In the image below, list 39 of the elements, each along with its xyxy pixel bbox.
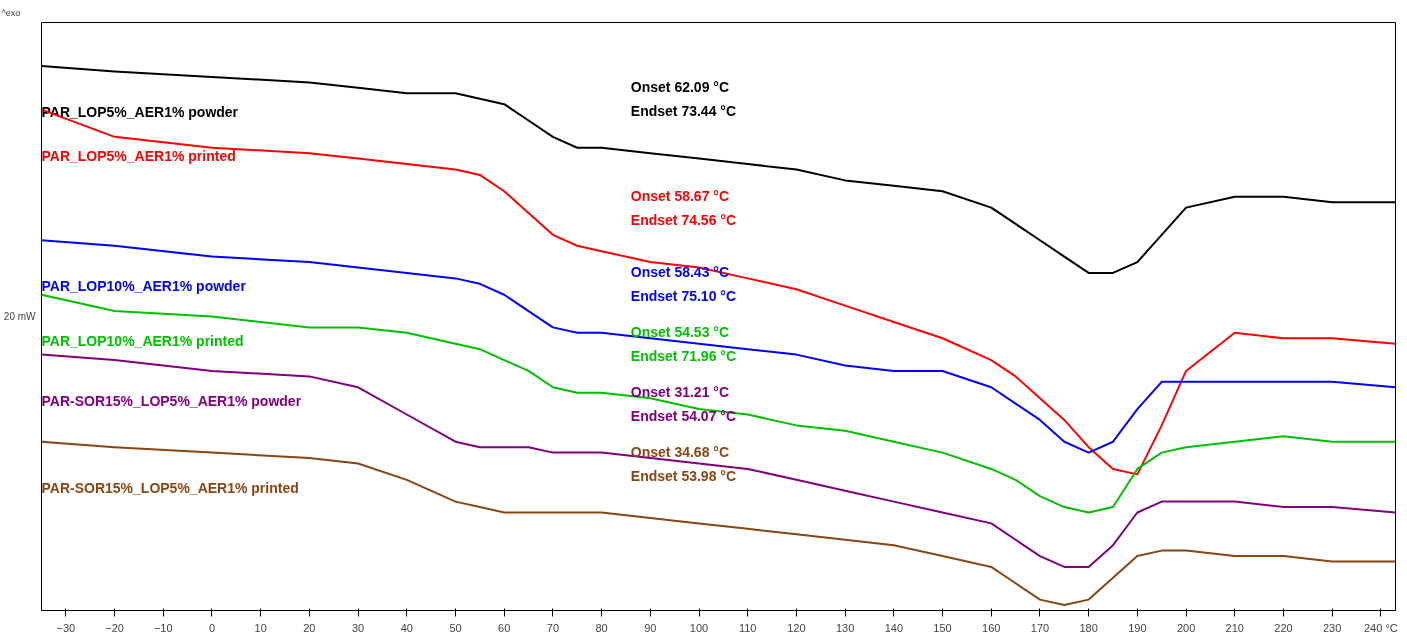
text: ^exo xyxy=(1,7,21,18)
x-tick-label: −30 xyxy=(56,621,76,634)
x-tick-label: 70 xyxy=(546,621,560,634)
x-tick-label: 190 xyxy=(1128,621,1147,634)
series-label: PAR_LOP10%_AER1% printed xyxy=(41,332,244,349)
text: 20 mW xyxy=(3,311,37,322)
x-tick-label: 40 xyxy=(400,621,413,634)
x-tick-label: 180 xyxy=(1079,621,1098,634)
x-tick-label: 50 xyxy=(449,621,462,634)
x-tick-label: 150 xyxy=(933,621,952,634)
series-label: PAR-SOR15%_LOP5%_AER1% powder xyxy=(41,392,302,409)
series-label: PAR_LOP10%_AER1% powder xyxy=(41,278,247,295)
x-tick-label: 10 xyxy=(254,621,267,634)
x-tick-label: −20 xyxy=(105,621,124,634)
x-tick-label: 80 xyxy=(595,621,608,634)
x-tick-label: 140 xyxy=(884,621,904,634)
x-tick-label: 0 xyxy=(208,621,216,634)
x-tick-label: 20 xyxy=(303,621,316,634)
x-tick-label: 230 xyxy=(1323,621,1342,634)
x-tick-label: 160 xyxy=(982,621,1001,634)
x-tick-label: 130 xyxy=(835,621,855,634)
x-tick-label: 30 xyxy=(351,621,365,634)
x-tick-label: 100 xyxy=(689,621,709,634)
x-tick-label: 200 xyxy=(1176,621,1196,634)
annotation: Onset 34.68 °C Endset 53.98 °C xyxy=(630,443,737,484)
x-tick-label: 120 xyxy=(787,621,806,634)
annotation: Onset 58.67 °C Endset 74.56 °C xyxy=(630,187,737,228)
x-tick-label: 210 xyxy=(1225,621,1244,634)
x-tick-label: 240 °C xyxy=(1364,621,1398,634)
series-label: PAR-SOR15%_LOP5%_AER1% printed xyxy=(41,479,299,496)
x-tick-label: −10 xyxy=(153,621,173,634)
annotation: Onset 62.09 °C Endset 73.44 °C xyxy=(630,78,737,119)
series-label: PAR_LOP5%_AER1% printed xyxy=(41,147,236,164)
x-tick-label: 90 xyxy=(644,621,657,634)
annotation: Onset 54.53 °C Endset 71.96 °C xyxy=(630,323,737,364)
x-tick-label: 60 xyxy=(498,621,511,634)
x-tick-label: 170 xyxy=(1030,621,1050,634)
x-tick-label: 110 xyxy=(738,621,757,634)
x-tick-label: 220 xyxy=(1274,621,1293,634)
